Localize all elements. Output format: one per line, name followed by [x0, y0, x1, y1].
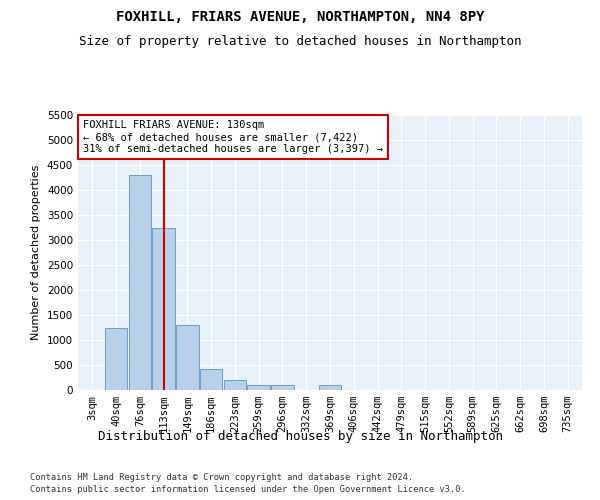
Bar: [247, 385, 270, 390]
Text: Distribution of detached houses by size in Northampton: Distribution of detached houses by size …: [97, 430, 503, 443]
Bar: [319, 385, 341, 390]
Bar: [105, 328, 127, 390]
Text: FOXHILL FRIARS AVENUE: 130sqm
← 68% of detached houses are smaller (7,422)
31% o: FOXHILL FRIARS AVENUE: 130sqm ← 68% of d…: [83, 120, 383, 154]
Text: FOXHILL, FRIARS AVENUE, NORTHAMPTON, NN4 8PY: FOXHILL, FRIARS AVENUE, NORTHAMPTON, NN4…: [116, 10, 484, 24]
Bar: [224, 380, 246, 390]
Bar: [128, 175, 151, 390]
Bar: [271, 385, 294, 390]
Text: Contains HM Land Registry data © Crown copyright and database right 2024.: Contains HM Land Registry data © Crown c…: [30, 472, 413, 482]
Text: Size of property relative to detached houses in Northampton: Size of property relative to detached ho…: [79, 35, 521, 48]
Y-axis label: Number of detached properties: Number of detached properties: [31, 165, 41, 340]
Text: Contains public sector information licensed under the Open Government Licence v3: Contains public sector information licen…: [30, 485, 466, 494]
Bar: [152, 228, 175, 390]
Bar: [200, 368, 223, 390]
Bar: [176, 325, 199, 390]
